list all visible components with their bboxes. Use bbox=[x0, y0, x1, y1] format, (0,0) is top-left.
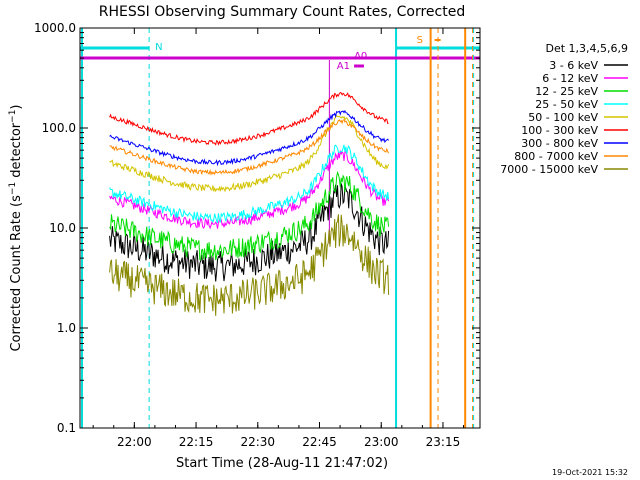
legend-entry-label: 100 - 300 keV bbox=[521, 124, 598, 137]
legend-title: Det 1,3,4,5,6,9 bbox=[545, 42, 628, 55]
x-tick-label: 23:00 bbox=[364, 435, 399, 449]
series-line bbox=[109, 170, 390, 261]
series-line bbox=[109, 91, 389, 147]
legend-entry-label: 25 - 50 keV bbox=[535, 98, 598, 111]
footer-timestamp: 19-Oct-2021 15:32 bbox=[552, 468, 628, 477]
y-tick-label: 10.0 bbox=[49, 221, 76, 235]
y-ticks: 0.1 1.0 10.0 100.0 1000.0 bbox=[34, 21, 480, 435]
y-tick-label: 100.0 bbox=[42, 121, 76, 135]
x-tick-label: 22:30 bbox=[240, 435, 275, 449]
saa-flag-label: S bbox=[417, 35, 423, 46]
x-tick-label: 23:15 bbox=[426, 435, 461, 449]
y-axis-label: Corrected Count Rate (s−1 detector−1) bbox=[8, 104, 24, 351]
chart-title: RHESSI Observing Summary Count Rates, Co… bbox=[99, 4, 465, 20]
attenuator-a1-label: A1 bbox=[337, 61, 350, 72]
y-tick-label: 0.1 bbox=[57, 421, 76, 435]
x-tick-label: 22:00 bbox=[117, 435, 152, 449]
legend-entry-label: 50 - 100 keV bbox=[528, 111, 598, 124]
legend-entry-label: 300 - 800 keV bbox=[521, 137, 598, 150]
legend-entry-label: 3 - 6 keV bbox=[549, 59, 598, 72]
legend-entry-label: 7000 - 15000 keV bbox=[500, 163, 598, 176]
plot-area: N A0 A1 S bbox=[80, 28, 480, 428]
x-axis-label: Start Time (28-Aug-11 21:47:02) bbox=[176, 456, 388, 471]
attenuator-a0-label: A0 bbox=[354, 51, 367, 62]
plot-frame bbox=[79, 27, 481, 429]
series-line bbox=[109, 119, 390, 176]
x-tick-label: 22:15 bbox=[179, 435, 214, 449]
series-line bbox=[109, 144, 390, 224]
night-flag-label: N bbox=[155, 42, 162, 53]
y-tick-label: 1.0 bbox=[57, 321, 76, 335]
legend-entry-label: 12 - 25 keV bbox=[535, 85, 598, 98]
series-line bbox=[109, 183, 390, 282]
series-line bbox=[109, 214, 390, 316]
y-tick-label: 1000.0 bbox=[34, 21, 76, 35]
x-ticks: 22:00 22:15 22:30 22:45 23:00 23:15 bbox=[92, 28, 465, 449]
legend-entry-label: 800 - 7000 keV bbox=[514, 150, 598, 163]
legend-entry-label: 6 - 12 keV bbox=[542, 72, 598, 85]
series-line bbox=[109, 109, 390, 167]
x-tick-label: 22:45 bbox=[302, 435, 337, 449]
series-line bbox=[109, 114, 390, 193]
